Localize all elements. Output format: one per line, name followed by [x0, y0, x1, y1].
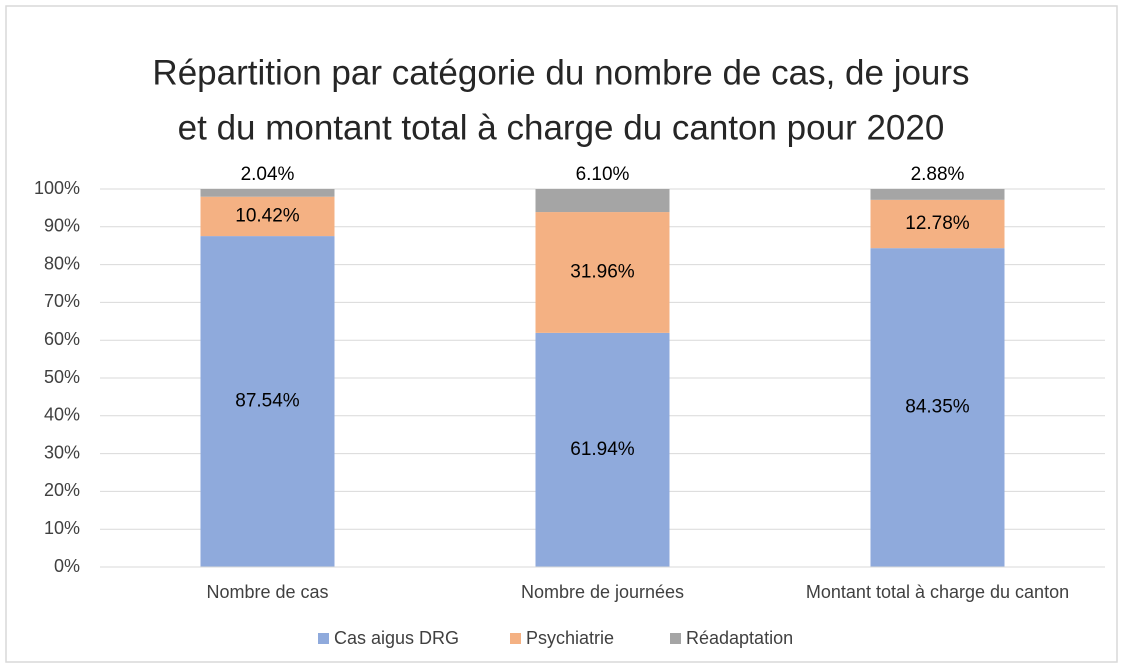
bar-segment [200, 236, 335, 567]
data-label: 84.35% [905, 397, 970, 418]
legend-swatch [510, 633, 521, 644]
legend-swatch [670, 633, 681, 644]
x-tick-label: Montant total à charge du canton [806, 582, 1069, 602]
data-label: 12.78% [905, 213, 970, 234]
bar-segment [535, 332, 670, 567]
y-tick-label: 60% [44, 329, 80, 349]
x-tick-label: Nombre de journées [521, 582, 684, 602]
y-tick-label: 20% [44, 480, 80, 500]
y-tick-label: 0% [54, 556, 80, 576]
y-tick-label: 70% [44, 291, 80, 311]
y-tick-label: 10% [44, 518, 80, 538]
bar-segment [870, 188, 1005, 200]
bar-segment [200, 196, 335, 237]
data-label: 61.94% [570, 439, 635, 460]
legend-label: Réadaptation [686, 628, 793, 648]
legend-swatch [318, 633, 329, 644]
data-label: 2.04% [241, 164, 295, 185]
data-label: 87.54% [235, 391, 300, 412]
chart-title: et du montant total à charge du canton p… [178, 108, 945, 147]
data-label: 2.88% [911, 164, 965, 185]
y-tick-label: 50% [44, 367, 80, 387]
y-tick-label: 30% [44, 442, 80, 462]
data-label: 6.10% [576, 164, 630, 185]
data-label: 31.96% [570, 261, 635, 282]
x-tick-label: Nombre de cas [206, 582, 328, 602]
bar-segment [535, 189, 670, 213]
legend-label: Psychiatrie [526, 628, 614, 648]
bar-segment [870, 199, 1005, 249]
bar-segment [535, 212, 670, 333]
legend-label: Cas aigus DRG [334, 628, 459, 648]
y-tick-label: 40% [44, 405, 80, 425]
chart-title: Répartition par catégorie du nombre de c… [152, 53, 969, 92]
y-tick-label: 80% [44, 253, 80, 273]
y-tick-label: 90% [44, 216, 80, 236]
data-label: 10.42% [235, 205, 300, 226]
y-tick-label: 100% [34, 178, 80, 198]
bar-segment [870, 248, 1005, 568]
bar-segment [200, 189, 335, 197]
